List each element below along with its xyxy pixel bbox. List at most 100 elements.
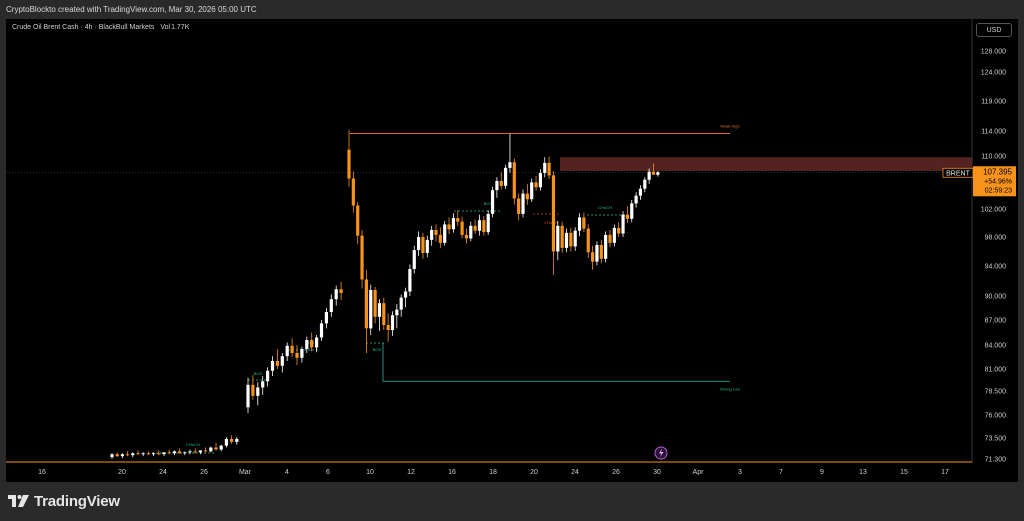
price-tick-label: 84.000 bbox=[985, 343, 1007, 350]
price-tag-countdown: 02:59:23 bbox=[985, 187, 1012, 194]
time-tick-label: 9 bbox=[820, 469, 824, 476]
strong-low-label: Strong Low bbox=[720, 386, 740, 391]
candle-up bbox=[408, 269, 412, 292]
candle-down bbox=[290, 345, 294, 353]
candle-up bbox=[377, 303, 382, 317]
price-tick-label: 94.000 bbox=[985, 264, 1007, 271]
price-axis-panel bbox=[972, 19, 1018, 463]
structure-label: CHoCH bbox=[544, 220, 558, 225]
candle-up bbox=[110, 454, 114, 458]
candle-up bbox=[486, 213, 490, 233]
candle-up bbox=[543, 162, 547, 173]
candle-up bbox=[369, 290, 373, 329]
price-tick-label: 90.000 bbox=[985, 294, 1007, 301]
price-tag bbox=[973, 166, 1016, 197]
tradingview-logo: TradingView bbox=[8, 490, 120, 512]
candle-down bbox=[351, 178, 355, 206]
candle-down bbox=[347, 149, 351, 179]
candle-up bbox=[315, 337, 319, 348]
price-tag-value: 107.395 bbox=[983, 167, 1012, 176]
candle-up bbox=[319, 323, 324, 338]
candle-down bbox=[382, 303, 386, 325]
candle-down bbox=[447, 224, 451, 230]
candle-down bbox=[582, 217, 586, 229]
candle-down bbox=[157, 453, 161, 455]
time-tick-label: 26 bbox=[612, 469, 620, 476]
candle-down bbox=[534, 182, 538, 188]
candle-up bbox=[224, 438, 228, 446]
time-tick-label: 24 bbox=[571, 469, 579, 476]
candle-up bbox=[285, 345, 289, 357]
candle-up bbox=[266, 370, 270, 382]
candle-down bbox=[115, 454, 119, 457]
chart-frame[interactable] bbox=[6, 19, 1018, 482]
candle-up bbox=[621, 214, 625, 234]
candle-up bbox=[643, 179, 647, 189]
lightning-bolt-icon bbox=[659, 448, 664, 458]
candle-up bbox=[443, 224, 447, 243]
price-tick-label: 71.300 bbox=[985, 457, 1007, 464]
candle-down bbox=[295, 353, 299, 358]
price-tick-label: 110.000 bbox=[981, 154, 1006, 161]
time-tick-label: 3 bbox=[738, 469, 742, 476]
weak-high-label: Weak High bbox=[720, 124, 740, 129]
candle-down bbox=[608, 234, 612, 243]
candle-up bbox=[604, 234, 608, 259]
candle-down bbox=[360, 235, 364, 280]
candle-down bbox=[146, 453, 150, 455]
candle-up bbox=[329, 299, 333, 312]
candle-up bbox=[634, 195, 638, 204]
candle-down bbox=[551, 175, 556, 252]
candle-up bbox=[162, 452, 166, 455]
candle-down bbox=[651, 171, 656, 175]
candle-down bbox=[456, 218, 460, 222]
candle-down bbox=[473, 225, 477, 231]
candle-down bbox=[586, 228, 590, 253]
symbol-tag-label: BRENT bbox=[946, 170, 970, 177]
candle-up bbox=[141, 453, 145, 455]
price-tick-label: 114.000 bbox=[981, 129, 1006, 136]
candle-up bbox=[280, 356, 284, 366]
price-tick-label: 76.000 bbox=[985, 413, 1007, 420]
price-tick-label: 87.000 bbox=[985, 318, 1007, 325]
candle-up bbox=[390, 315, 395, 330]
candle-down bbox=[434, 230, 438, 235]
candle-up bbox=[530, 182, 534, 200]
time-tick-label: 7 bbox=[779, 469, 783, 476]
candle-down bbox=[482, 220, 486, 233]
candle-down bbox=[464, 234, 469, 239]
candle-up bbox=[477, 220, 482, 231]
time-tick-label: 12 bbox=[407, 469, 415, 476]
currency-selector[interactable]: USD bbox=[976, 23, 1012, 37]
candle-up bbox=[399, 297, 403, 310]
candle-up bbox=[209, 447, 213, 452]
candle-up bbox=[469, 225, 473, 239]
candle-down bbox=[599, 244, 603, 259]
candle-down bbox=[193, 451, 197, 453]
candle-up bbox=[198, 450, 202, 453]
candle-up bbox=[152, 453, 156, 455]
candle-up bbox=[573, 230, 577, 247]
candle-down bbox=[499, 181, 503, 186]
time-tick-label: Mar bbox=[239, 469, 252, 476]
price-tick-label: 81.000 bbox=[985, 367, 1007, 374]
time-tick-label: Apr bbox=[693, 469, 705, 476]
time-tick-label: 6 bbox=[326, 469, 330, 476]
time-tick-label: 20 bbox=[118, 469, 126, 476]
candle-down bbox=[214, 447, 218, 450]
candle-down bbox=[178, 451, 182, 454]
candle-down bbox=[310, 340, 314, 348]
structure-label: CHoCH bbox=[186, 442, 200, 447]
candle-up bbox=[334, 289, 338, 300]
supply-zone bbox=[560, 157, 972, 171]
candle-up bbox=[508, 162, 512, 168]
candle-up bbox=[183, 452, 187, 454]
candle-down bbox=[136, 453, 140, 455]
candle-down bbox=[438, 234, 442, 243]
price-tick-label: 73.500 bbox=[985, 436, 1007, 443]
volume-value: 1.77K bbox=[171, 24, 190, 31]
candle-up bbox=[270, 361, 275, 371]
candle-up bbox=[612, 227, 616, 243]
candle-up bbox=[235, 438, 239, 442]
